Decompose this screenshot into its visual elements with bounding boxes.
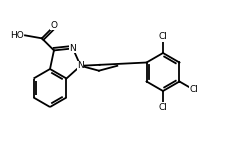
Text: Cl: Cl [189, 85, 198, 94]
Text: N: N [69, 44, 76, 53]
Text: O: O [51, 21, 58, 30]
Text: HO: HO [10, 31, 24, 40]
Text: Cl: Cl [159, 32, 168, 41]
Text: N: N [77, 61, 84, 70]
Text: Cl: Cl [159, 103, 168, 112]
